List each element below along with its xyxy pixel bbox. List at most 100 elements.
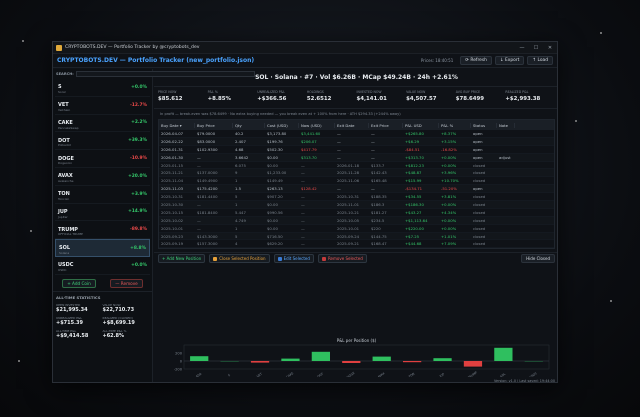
table-row[interactable]: 2026-04-07 $79.0000 40.2 $3,173.80 $3,441.60… [159,130,554,138]
column-header[interactable]: Cost (USD) [265,122,299,128]
coin-list-item[interactable]: VET VeChain -12.7% [55,97,150,115]
all-time-statistics: ALL-TIME STATISTICS OPEN INVESTED $21,995… [53,291,152,342]
column-header[interactable]: Exit Price [369,122,403,128]
coin-list-item[interactable]: S Sonic +0.0% [55,79,150,97]
coin-list-item[interactable]: JUP Jupiter +14.9% [55,204,150,222]
table-cell: — [301,162,305,168]
edit-selected-button[interactable]: Edit Selected [273,254,314,264]
background-star [600,32,602,34]
add-position-button[interactable]: + Add New Position [158,254,206,264]
table-cell: 2026-01-18 [337,162,360,168]
table-row[interactable]: 2025-10-02 — 4.749 $0.00 — 2025-10-05 $234.5 +$… [159,216,554,225]
prices-timestamp: Prices: 18:40:51 [420,58,454,63]
table-row[interactable]: 2025-09-23 $143.3000 5 $716.50 — 2025-09-24 $1… [159,232,554,241]
column-header[interactable]: Exit Date [335,122,369,128]
x-tick-label: VET [256,372,263,377]
table-cell: — [197,225,201,231]
column-header[interactable]: P&L USD [403,122,439,128]
table-row[interactable]: 2025-01-15 — 6.075 $0.00 — 2026-01-18 $133.7 +$… [159,162,554,170]
table-row[interactable]: 2025-11-03 $175.4200 1.5 $263.13 $128.42 — — -$… [159,185,554,194]
coin-list-item[interactable]: TRUMP OFFICIAL TRUMP -89.8% [55,221,150,240]
hide-closed-button[interactable]: Hide Closed [521,254,555,264]
stat-item: REALIZED (CLOSED) +$8,699.19 [103,316,150,326]
search-input[interactable] [75,71,255,77]
table-cell: $716.50 [267,233,283,239]
remove-coin-button[interactable]: — Remove [110,279,143,288]
column-header[interactable]: Now (USD) [299,122,335,128]
column-header[interactable]: Buy Price [195,122,233,128]
coin-change: +0.0% [131,84,147,90]
coin-symbol: JUP [58,208,68,215]
refresh-button[interactable]: ⟳ Refresh [460,56,492,65]
table-cell: $990.56 [267,209,283,215]
add-coin-button[interactable]: + Add Coin [62,279,96,288]
column-header[interactable]: Qty [233,122,265,128]
table-cell: 2026-01-30 [161,154,184,160]
table-row[interactable]: 2025-10-30 — 1 $0.00 — 2025-11-01 $186.3 +$186.… [159,201,554,209]
metric-label: HOLDINGS [306,90,324,94]
table-row[interactable]: 2025-10-15 $181.8400 5.447 $990.56 — 2025-10-… [159,209,554,217]
table-cell: — [337,186,341,192]
table-cell: — [371,146,375,152]
table-row[interactable]: 2025-10-31 $181.4400 5 $907.20 — 2025-10-31 $1… [159,193,554,202]
coin-name: VeChain [58,107,71,112]
table-cell: +$812.23 [405,162,424,168]
table-cell: open [473,146,483,152]
coin-list-item[interactable]: SOL Solana +8.8% [55,239,150,257]
stat-item: UNREALIZED P&L +$715.39 [56,316,103,326]
app-window: CRYPTOBOTS.DEV — Portfolio Tracker by @c… [52,41,558,383]
chart-bar [190,356,209,361]
export-button[interactable]: ↓ Export [494,56,525,65]
coin-change: -10.9% [129,156,147,162]
coin-list-item[interactable]: CAKE PancakeSwap +2.2% [55,115,150,133]
maximize-icon[interactable]: ☐ [533,44,539,51]
stat-value: +$8,699.19 [102,320,135,326]
table-row[interactable]: 2025-09-19 $157.3000 4 $629.20 — 2025-09-21 $1… [159,240,554,249]
metric-card: REALIZED P&L +$2,993.38 [505,90,555,105]
chart-bar [494,347,513,361]
table-cell: $137.0000 [197,170,218,176]
table-row[interactable]: 2025-10-01 — 1 $0.00 — 2025-10-01 $220 +$220.00… [159,225,554,233]
table-cell: — [197,162,201,168]
table-row[interactable]: 2025-11-21 $137.0000 9 $1,233.00 — 2025-11-28… [159,169,554,178]
column-header[interactable]: Buy Date ▾ [159,122,195,128]
coin-change: +2.2% [131,120,147,126]
x-tick-label: TRUMP [466,370,478,377]
coin-change: -12.7% [129,102,147,108]
remove-selected-button[interactable]: Remove Selected [317,254,367,264]
table-cell: — [301,194,305,200]
coin-list-item[interactable]: DOGE Dogecoin -10.9% [55,150,150,168]
column-header[interactable]: Note [497,122,515,128]
metric-value: +$2,993.38 [505,96,541,102]
x-tick-label: SOL [499,372,506,377]
coin-list-item[interactable]: TON Toncoin +3.9% [55,186,150,204]
coin-list-item[interactable]: USDC USDC +0.0% [55,257,150,275]
table-cell: -16.82% [441,146,457,152]
table-row[interactable]: 2026-01-31 $102.9300 4.68 $502.30 $417.79 — — -… [159,146,554,154]
chart-bar [372,356,391,361]
coin-name: Solana [59,251,70,256]
close-position-button[interactable]: Close Selected Position [209,254,270,264]
table-cell: closed [473,241,486,247]
pnl-chart: P&L per Position ($) 200 0 -200 ADA S VET CAKE… [158,338,555,380]
load-button[interactable]: ↑ Load [527,56,553,65]
table-row[interactable]: 2025-11-04 $149.4900 1 $149.49 — 2025-11-06 $1… [159,177,554,186]
edit-icon [277,256,282,261]
stat-value: +62.8% [102,333,125,339]
remove-icon [321,256,326,261]
table-cell: — [301,170,305,176]
column-header[interactable]: P&L % [439,122,471,128]
close-position-label: Close Selected Position [219,256,266,262]
table-cell: $3,173.80 [267,130,287,136]
minimize-icon[interactable]: — [519,44,525,51]
coin-change: +0.0% [131,262,147,268]
column-header[interactable]: Status [471,122,497,128]
table-row[interactable]: 2026-02-22 $83.0000 2.407 $199.76 $206.07 — — +… [159,137,554,146]
close-icon[interactable]: ✕ [547,44,553,51]
table-row[interactable]: 2026-01-30 — 3.6642 $0.00 $313.70 — — +$313.70 +… [159,153,554,162]
coin-list-item[interactable]: DOT Polkadot +39.3% [55,132,150,151]
metric-value: $4,507.57 [406,96,437,102]
table-cell: — [301,233,305,239]
table-cell: +0.00% [441,154,457,160]
coin-list-item[interactable]: AVAX Avalanche +20.0% [55,168,150,186]
